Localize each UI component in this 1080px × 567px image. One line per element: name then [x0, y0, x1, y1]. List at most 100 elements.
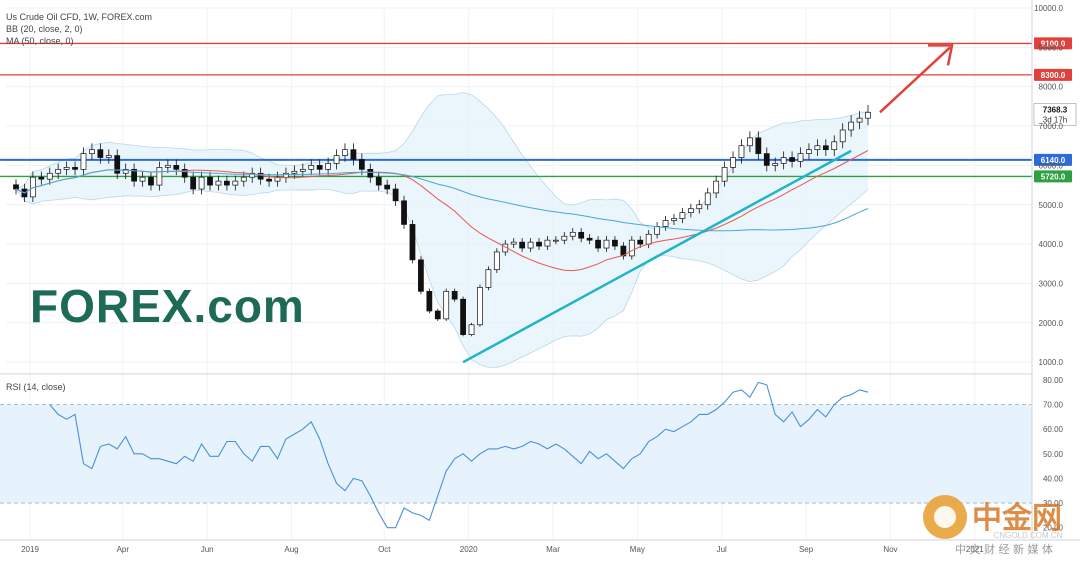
price-y-tick-label: 1000.0	[1039, 358, 1064, 367]
candle-body	[738, 145, 745, 158]
candle-body	[375, 176, 382, 186]
candle-body	[38, 176, 45, 180]
rsi-indicator-label: RSI (14, close)	[6, 382, 66, 392]
x-tick-label: Nov	[883, 545, 897, 554]
candle-body	[763, 153, 770, 166]
candle-body	[401, 200, 407, 225]
price-y-tick-label: 2000.0	[1039, 319, 1064, 328]
candle-body	[13, 184, 19, 190]
price-y-tick-label: 4000.0	[1039, 240, 1064, 249]
candle-body	[418, 259, 424, 292]
rsi-y-tick-label: 30.00	[1043, 499, 1064, 508]
candle-body	[856, 117, 863, 123]
rsi-y-tick-label: 70.00	[1043, 401, 1064, 410]
x-tick-label: Mar	[546, 545, 560, 554]
candle-body	[553, 239, 559, 242]
level-label: 6140.0	[1041, 156, 1066, 165]
ma50-line	[15, 169, 869, 232]
rsi-y-tick-label: 20.00	[1043, 524, 1064, 533]
candle-body	[755, 137, 762, 154]
rsi-y-tick-label: 40.00	[1043, 474, 1064, 483]
candle-body	[350, 149, 357, 160]
candle-body	[257, 172, 264, 180]
candle-body	[814, 145, 821, 151]
candle-body	[156, 167, 163, 186]
price-y-tick-label: 7000.0	[1039, 122, 1064, 131]
price-y-tick-label: 3000.0	[1039, 279, 1064, 288]
candle-body	[831, 141, 838, 151]
candle-body	[232, 180, 239, 186]
candle-body	[215, 180, 222, 186]
rsi-band	[0, 404, 1032, 504]
candle-body	[645, 233, 652, 245]
candle-body	[89, 149, 95, 154]
x-tick-label: Sep	[799, 545, 814, 554]
candle-body	[772, 163, 779, 166]
x-tick-label: 2020	[460, 545, 478, 554]
candle-body	[443, 290, 450, 320]
cngold-logo-inner	[934, 506, 956, 528]
candle-body	[283, 172, 289, 178]
candle-body	[409, 224, 416, 261]
cngold-wordmark: 中金网	[972, 501, 1062, 536]
candle-body	[358, 159, 365, 170]
bollinger-lower-line	[15, 188, 869, 368]
candle-body	[721, 167, 728, 182]
level-label: 5720.0	[1041, 172, 1066, 181]
price-y-tick-label: 10000.0	[1034, 4, 1063, 13]
rsi-y-tick-label: 50.00	[1043, 450, 1064, 459]
candle-body	[806, 149, 812, 154]
price-y-tick-label: 8000.0	[1039, 83, 1064, 92]
target-arrowhead	[928, 44, 954, 66]
candle-body	[510, 241, 517, 245]
candle-body	[628, 239, 635, 257]
candle-body	[848, 121, 855, 131]
candle-body	[426, 290, 433, 312]
target-arrow	[879, 46, 951, 114]
rsi-y-tick-label: 60.00	[1043, 425, 1064, 434]
candle-body	[190, 176, 197, 190]
candle-body	[325, 163, 331, 170]
x-tick-label: 2019	[21, 545, 39, 554]
candle-body	[578, 231, 585, 239]
candle-body	[586, 237, 593, 241]
candle-body	[198, 176, 205, 190]
bb-indicator-label: BB (20, close, 2, 0)	[6, 24, 83, 34]
candle-body	[595, 239, 601, 249]
candle-body	[308, 165, 315, 170]
bollinger-band-fill	[16, 92, 868, 368]
level-label-tag	[1034, 153, 1072, 166]
forex-logo-text: FOREX.com	[30, 280, 305, 332]
candle-body	[46, 172, 53, 180]
price-y-tick-label: 6000.0	[1039, 161, 1064, 170]
candle-body	[569, 231, 576, 237]
x-tick-label: Apr	[117, 545, 130, 554]
candle-body	[131, 168, 137, 182]
candle-body	[671, 218, 677, 221]
candle-body	[485, 269, 492, 288]
candle-body	[224, 180, 230, 186]
candle-body	[696, 204, 703, 210]
level-label-tag	[1034, 170, 1072, 183]
candle-body	[122, 168, 129, 174]
candle-body	[148, 176, 154, 186]
candle-body	[97, 149, 104, 158]
cngold-tagline: 中 文 财 经 新 媒 体	[955, 542, 1053, 556]
candle-body	[316, 165, 323, 170]
level-label-tag	[1034, 68, 1072, 81]
candle-body	[384, 184, 391, 190]
price-y-tick-label: 5000.0	[1039, 201, 1064, 210]
candle-body	[291, 170, 298, 174]
candle-body	[367, 168, 374, 178]
candle-body	[797, 153, 804, 162]
candle-body	[865, 111, 871, 119]
candle-body	[333, 155, 340, 164]
candle-body	[80, 153, 87, 170]
candle-body	[105, 155, 112, 158]
candle-body	[839, 129, 846, 143]
candle-body	[544, 239, 551, 247]
candle-body	[536, 241, 542, 247]
candle-body	[527, 241, 534, 249]
